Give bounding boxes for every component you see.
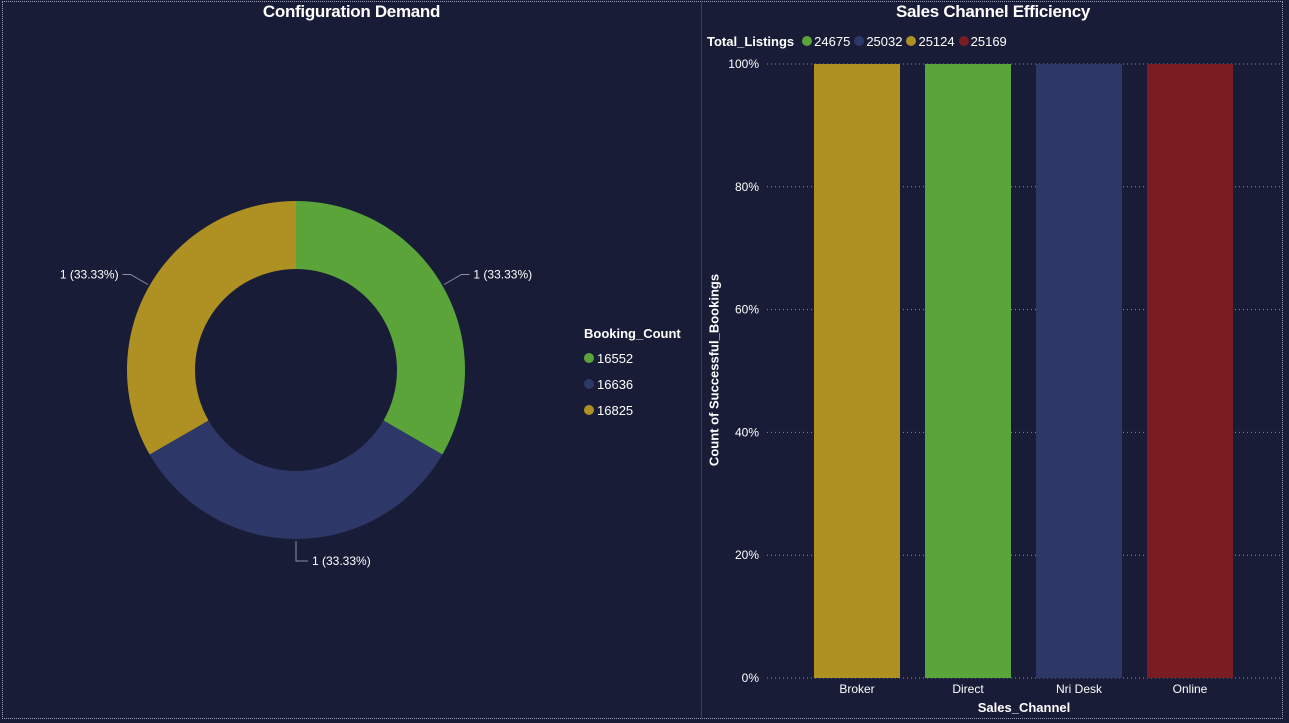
donut-leader-line (295, 541, 308, 562)
bar-x-tick-label: Broker (839, 682, 874, 696)
donut-leader-line (443, 274, 470, 285)
panel-divider (701, 2, 702, 718)
bar-legend-label: 25169 (970, 33, 1007, 49)
bar-legend-label: 25032 (866, 33, 903, 49)
legend-dot-icon (906, 36, 917, 46)
bar-legend-label: 25124 (918, 33, 955, 49)
bar-legend-label: 24675 (814, 33, 851, 49)
bar-broker[interactable] (814, 64, 900, 678)
donut-slice[interactable] (127, 201, 296, 455)
bar-x-tick-label: Online (1173, 682, 1208, 696)
legend-dot-icon (854, 36, 865, 46)
bar-y-tick-label: 40% (735, 425, 759, 439)
bar-y-tick-label: 80% (735, 180, 759, 194)
legend-dot-icon (584, 405, 594, 415)
bar-y-tick-label: 20% (735, 548, 759, 562)
legend-dot-icon (584, 353, 594, 363)
donut-legend: Booking_Count 16552 16636 16825 (584, 326, 681, 423)
bar-y-tick-label: 0% (742, 671, 760, 685)
donut-data-label: 1 (33.33%) (60, 268, 119, 282)
bar-legend-item[interactable]: 25169 (958, 33, 1007, 49)
bar-legend-item[interactable]: 25124 (906, 33, 955, 49)
donut-data-label: 1 (33.33%) (473, 268, 532, 282)
donut-legend-item[interactable]: 16825 (584, 397, 681, 423)
donut-slice[interactable] (149, 420, 443, 540)
donut-legend-title: Booking_Count (584, 326, 681, 341)
bar-y-tick-label: 100% (728, 57, 759, 71)
bar-y-tick-label: 60% (735, 303, 759, 317)
legend-dot-icon (584, 379, 594, 389)
bar-chart-title: Sales Channel Efficiency (895, 2, 1091, 21)
donut-legend-label: 16825 (597, 402, 634, 418)
bar-x-axis-label: Sales_Channel (977, 700, 1071, 715)
bar-x-tick-label: Nri Desk (1056, 682, 1103, 696)
donut-legend-label: 16552 (597, 350, 634, 366)
bar-legend-item[interactable]: 24675 (802, 34, 850, 49)
donut-chart-title: Configuration Demand (262, 2, 441, 21)
donut-legend-item[interactable]: 16552 (584, 345, 681, 371)
bar-online[interactable] (1147, 64, 1233, 678)
donut-data-label: 1 (33.33%) (312, 554, 371, 568)
donut-legend-item[interactable]: 16636 (584, 371, 681, 397)
bar-legend-item[interactable]: 25032 (854, 34, 902, 49)
bar-nri-desk[interactable] (1036, 64, 1122, 678)
bar-legend: Total_Listings 24675 25032 25124 25169 (707, 33, 1011, 49)
legend-dot-icon (802, 36, 813, 46)
bar-x-tick-label: Direct (952, 682, 984, 696)
donut-legend-label: 16636 (597, 376, 634, 392)
legend-dot-icon (958, 36, 969, 46)
bar-legend-title: Total_Listings (707, 33, 795, 49)
donut-leader-line (122, 274, 149, 285)
bar-direct[interactable] (925, 64, 1011, 678)
bar-y-axis-label: Count of Successful_Bookings (706, 273, 722, 467)
donut-slice[interactable] (296, 201, 465, 455)
